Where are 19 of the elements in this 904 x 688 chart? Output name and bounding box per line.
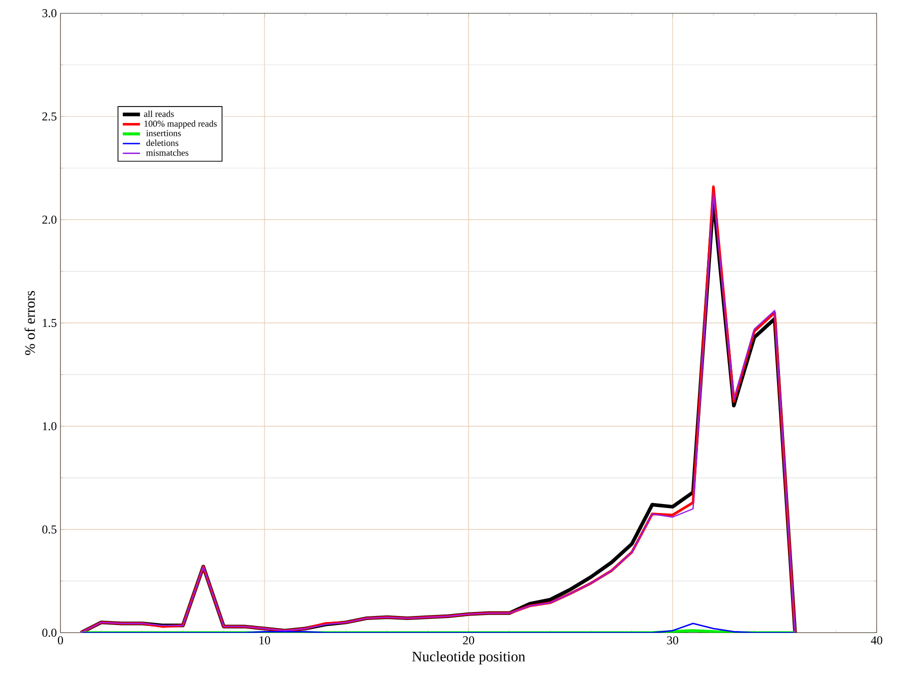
legend-label: 100% mapped reads bbox=[144, 120, 217, 128]
y-axis-title: % of errors bbox=[24, 290, 35, 355]
legend-label: insertions bbox=[146, 130, 181, 136]
y-tick-label: 3.0 bbox=[42, 9, 56, 18]
x-tick-label: 0 bbox=[58, 636, 63, 644]
legend-label: mismatches bbox=[146, 149, 188, 156]
y-tick-label: 0.5 bbox=[42, 525, 56, 534]
x-tick-label: 30 bbox=[667, 636, 678, 644]
x-tick-label: 40 bbox=[870, 636, 882, 644]
y-tick-label: 2.0 bbox=[42, 216, 56, 224]
x-axis-title: Nucleotide position bbox=[412, 651, 526, 664]
x-tick-label: 20 bbox=[463, 636, 474, 644]
y-tick-label: 0.0 bbox=[42, 628, 56, 637]
legend-label: deletions bbox=[146, 140, 178, 146]
y-tick-label: 1.0 bbox=[42, 422, 56, 430]
x-tick-label: 10 bbox=[260, 636, 270, 644]
y-tick-label: 1.5 bbox=[42, 318, 56, 327]
y-tick-label: 2.5 bbox=[42, 112, 56, 121]
legend-label: all reads bbox=[144, 110, 174, 117]
